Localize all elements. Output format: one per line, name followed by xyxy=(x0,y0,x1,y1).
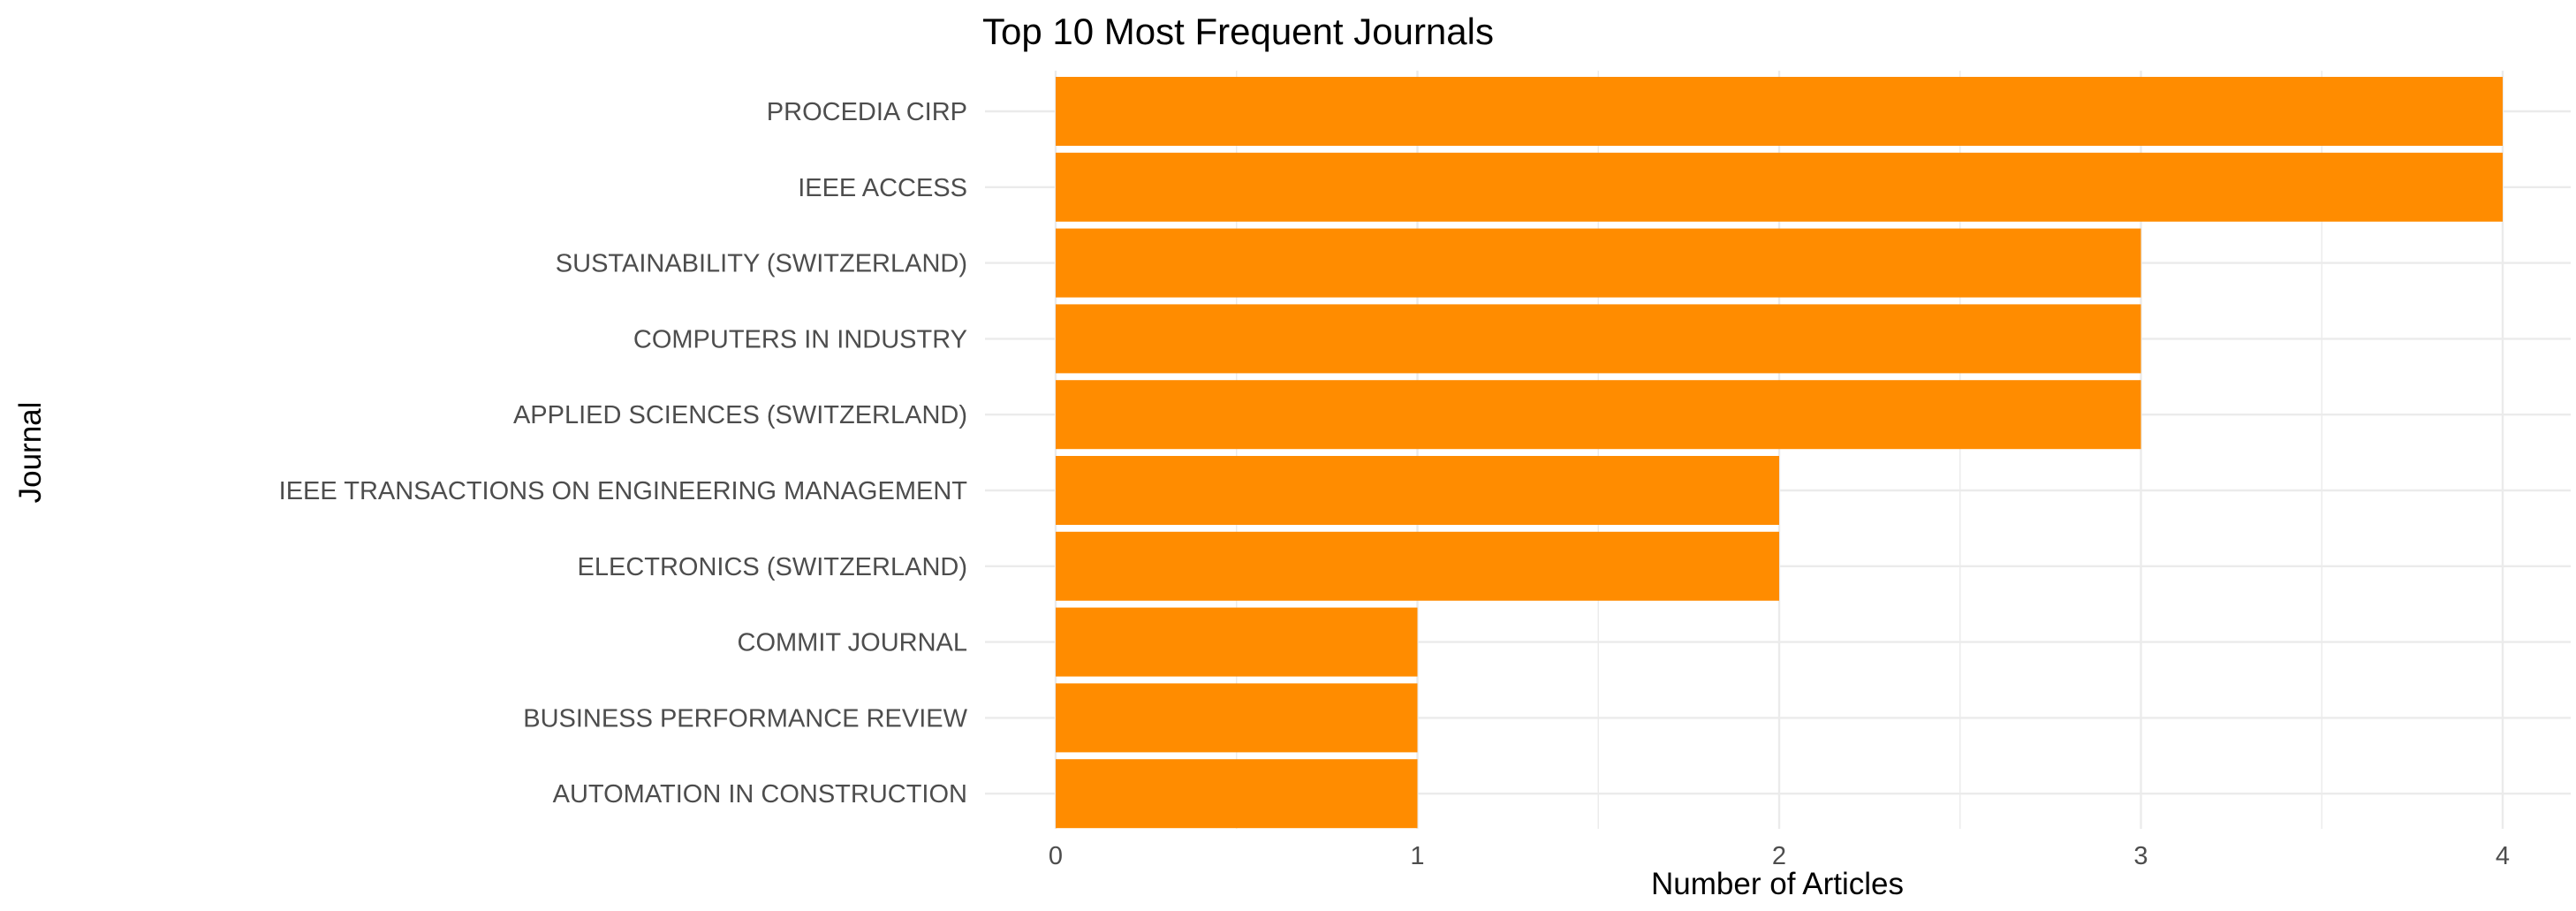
bar xyxy=(1056,531,1779,601)
y-tick-label: BUSINESS PERFORMANCE REVIEW xyxy=(523,704,967,733)
bar xyxy=(1056,304,2141,374)
y-tick-label: ELECTRONICS (SWITZERLAND) xyxy=(578,553,967,581)
x-tick-labels: 0 1 2 3 4 xyxy=(1049,842,2510,870)
bar xyxy=(1056,228,2141,298)
bar xyxy=(1056,759,1418,829)
chart-title: Top 10 Most Frequent Journals xyxy=(982,11,1494,52)
y-axis-title: Journal xyxy=(13,402,48,504)
y-tick-label: IEEE ACCESS xyxy=(798,174,967,202)
y-tick-labels: PROCEDIA CIRP IEEE ACCESS SUSTAINABILITY (… xyxy=(279,98,968,809)
y-tick-label: IEEE TRANSACTIONS ON ENGINEERING MANAGEM… xyxy=(279,477,968,505)
x-tick-label: 2 xyxy=(1772,842,1786,870)
y-tick-label: PROCEDIA CIRP xyxy=(767,98,967,126)
x-tick-label: 1 xyxy=(1410,842,1424,870)
x-tick-label: 0 xyxy=(1049,842,1063,870)
bar xyxy=(1056,607,1418,677)
bar xyxy=(1056,683,1418,753)
bar xyxy=(1056,456,1779,525)
bars xyxy=(1056,77,2503,829)
bar xyxy=(1056,77,2503,146)
y-tick-label: SUSTAINABILITY (SWITZERLAND) xyxy=(556,250,967,278)
x-tick-label: 3 xyxy=(2133,842,2148,870)
bar xyxy=(1056,380,2141,450)
y-tick-label: APPLIED SCIENCES (SWITZERLAND) xyxy=(513,401,967,429)
bar xyxy=(1056,152,2503,222)
y-tick-label: COMPUTERS IN INDUSTRY xyxy=(633,325,967,353)
x-tick-label: 4 xyxy=(2496,842,2510,870)
x-axis-title: Number of Articles xyxy=(1651,867,1904,901)
y-tick-label: COMMIT JOURNAL xyxy=(738,629,967,657)
y-tick-label: AUTOMATION IN CONSTRUCTION xyxy=(553,780,967,809)
